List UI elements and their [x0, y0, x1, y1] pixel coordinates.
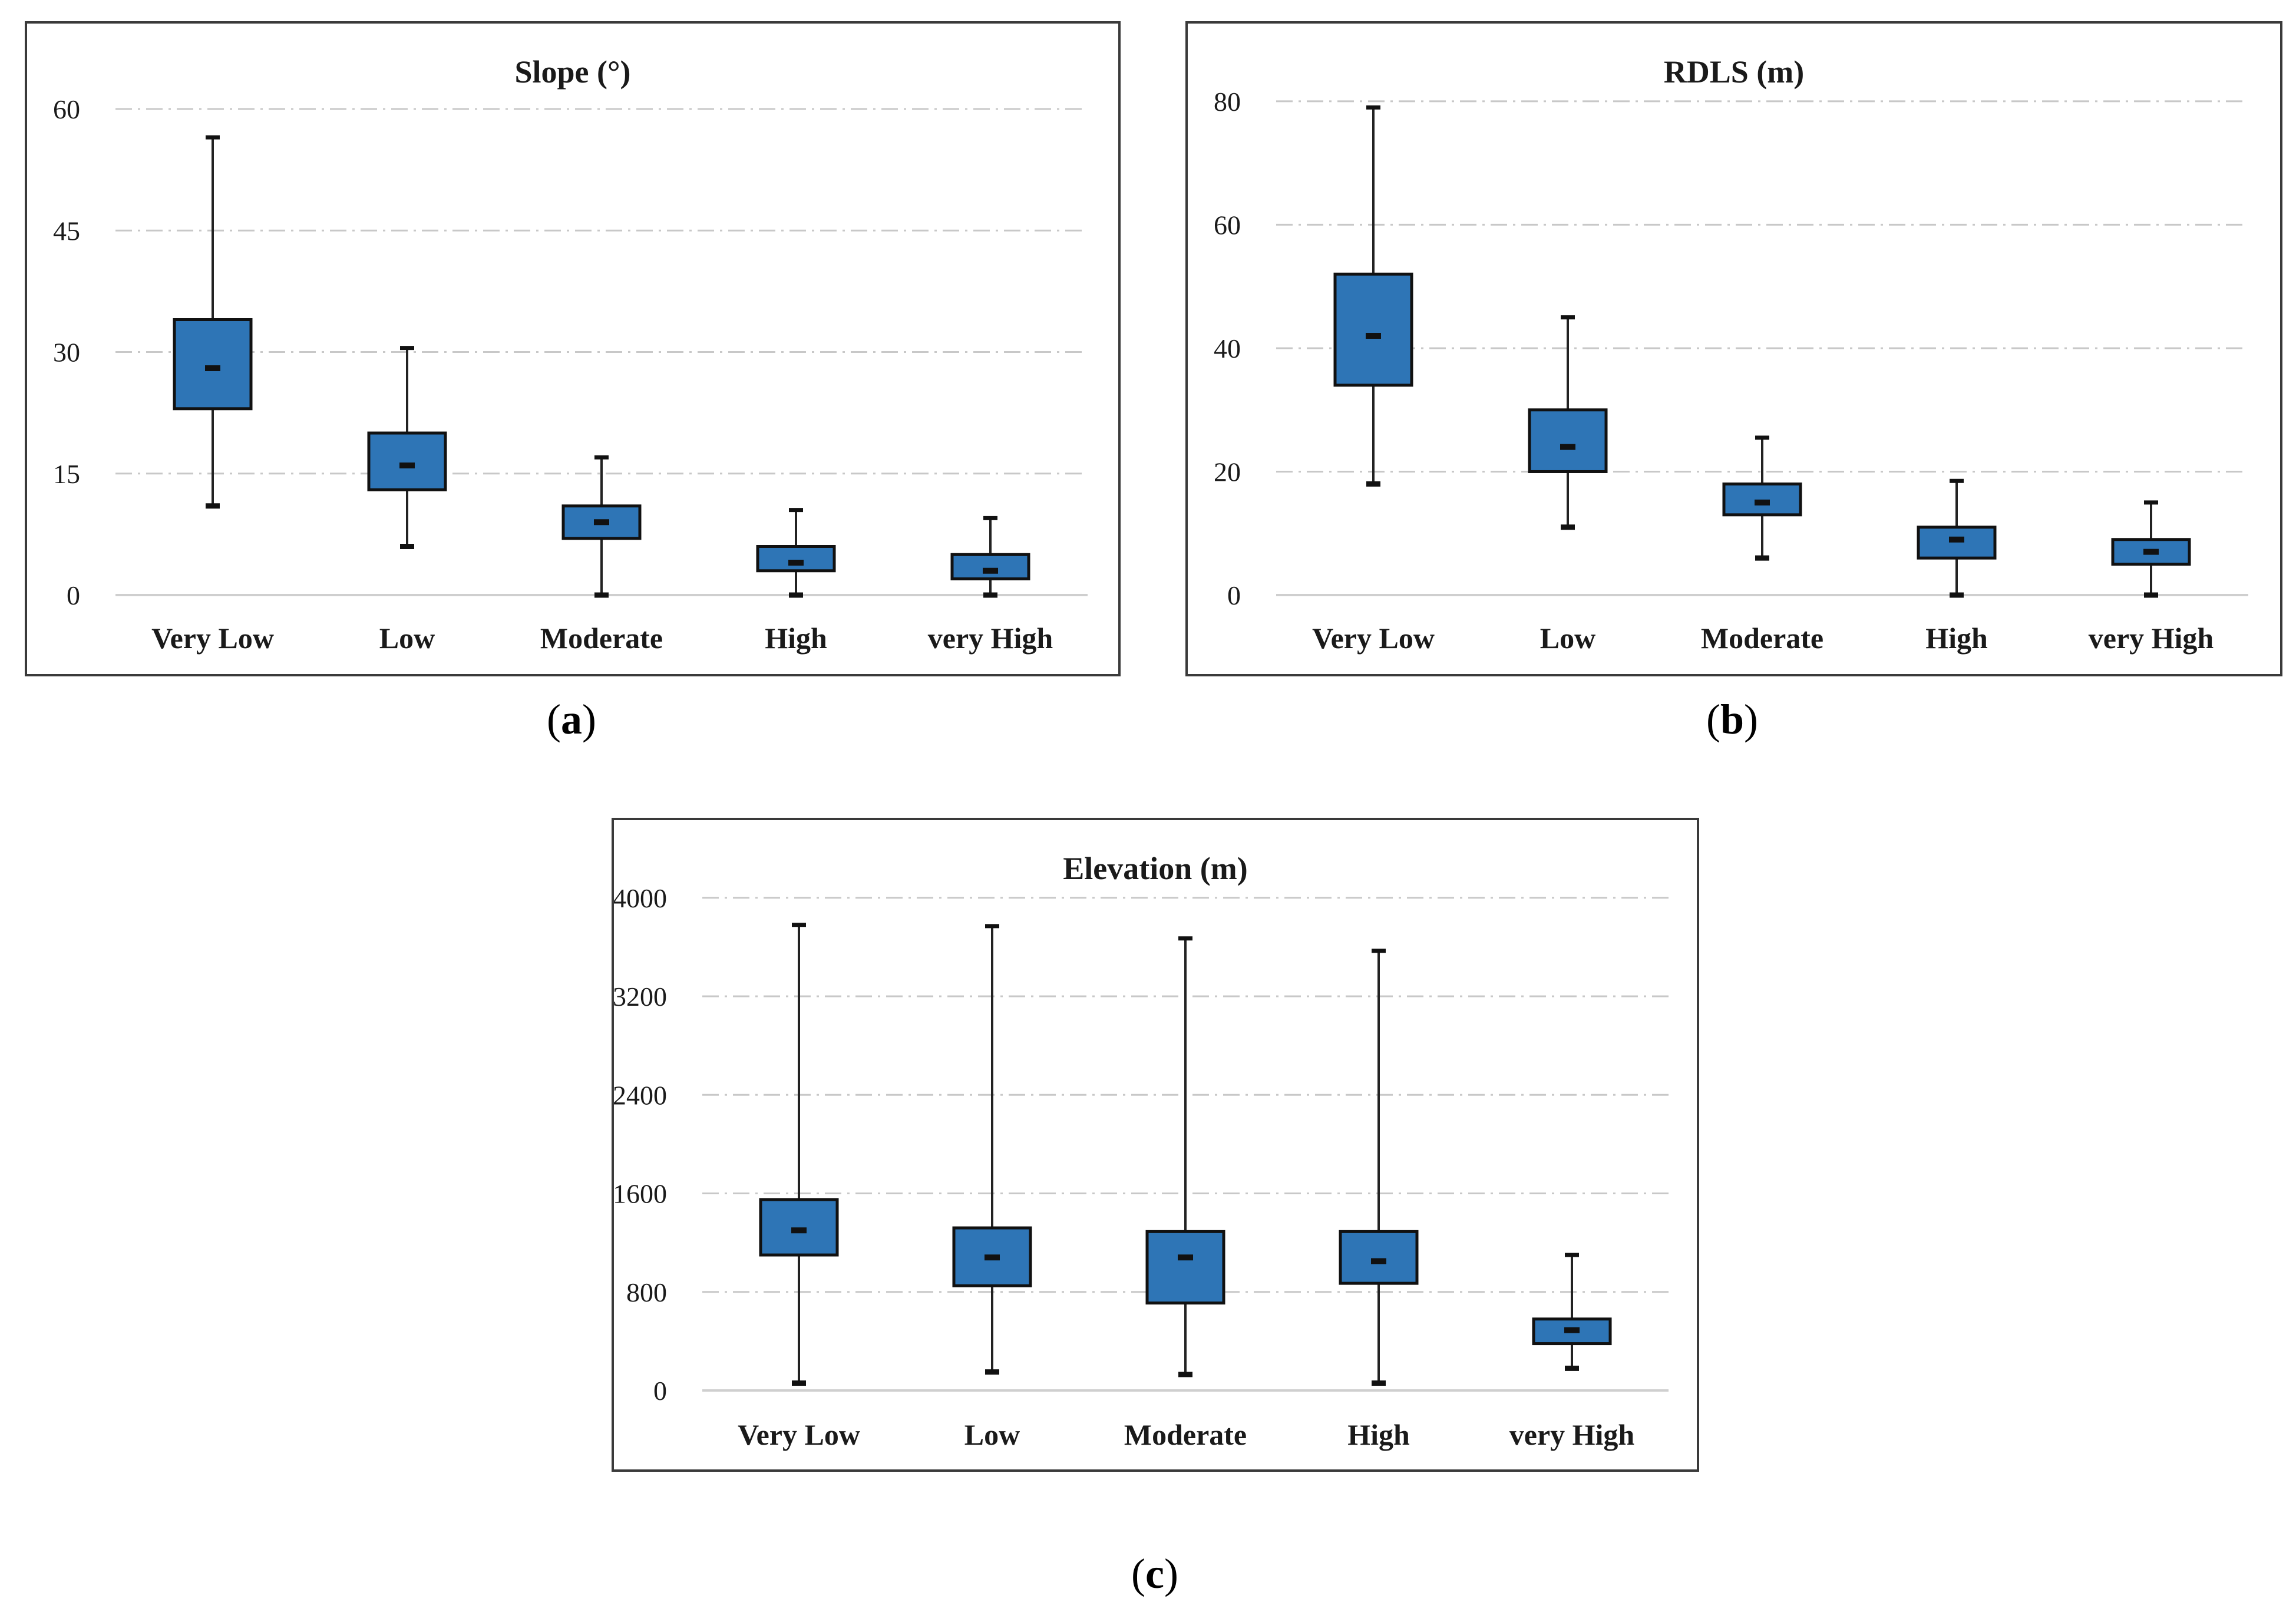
y-tick-label: 800: [626, 1277, 667, 1307]
x-category-label: very High: [1509, 1418, 1635, 1451]
x-category-label: Moderate: [1124, 1418, 1247, 1451]
iqr-box: [756, 545, 836, 573]
iqr-box: [950, 553, 1030, 580]
chart-panel-a: Slope (°) 0 15 30 45 60 Very Low Low Moderate Hig…: [25, 21, 1121, 676]
y-tick-label: 0: [1227, 580, 1241, 610]
iqr-box: [1339, 1230, 1419, 1285]
x-category-label: Moderate: [540, 622, 663, 655]
y-tick-label: 60: [1214, 210, 1241, 240]
chart-svg-c: Elevation (m) 0 800 1600 2400 3200 4000 Very Lo…: [614, 851, 1669, 1451]
iqr-box: [1333, 272, 1413, 387]
iqr-box: [367, 431, 447, 491]
box-5: [950, 516, 1030, 598]
chart-title: Slope (°): [514, 54, 630, 90]
y-tick-label: 0: [653, 1376, 667, 1406]
y-tick-label: 60: [53, 94, 80, 124]
box-1: [759, 923, 839, 1386]
box-2: [952, 924, 1032, 1375]
y-tick-label: 20: [1214, 457, 1241, 487]
x-category-label: very High: [928, 622, 1053, 655]
panel-label-b: (b): [1706, 696, 1758, 743]
iqr-box: [173, 318, 253, 411]
panel-label-a: (a): [547, 696, 596, 743]
box-2: [367, 346, 447, 549]
box-1: [173, 135, 253, 509]
y-tick-label: 1600: [614, 1179, 667, 1209]
box-5: [2111, 500, 2191, 598]
x-category-label: High: [1925, 622, 1988, 655]
iqr-box: [1528, 408, 1608, 473]
box-1: [1333, 105, 1413, 487]
panel-label-c: (c): [1131, 1550, 1178, 1597]
box-3: [1722, 435, 1802, 561]
x-category-label: Very Low: [151, 622, 274, 655]
box-4: [1339, 949, 1419, 1386]
y-tick-label: 2400: [614, 1080, 667, 1110]
y-tick-label: 30: [53, 338, 80, 368]
x-category-label: Low: [964, 1418, 1020, 1451]
y-tick-label: 4000: [614, 883, 667, 913]
chart-panel-c: Elevation (m) 0 800 1600 2400 3200 4000 Very Lo…: [612, 818, 1699, 1472]
chart-panel-b: RDLS (m) 0 20 40 60 80 Very Low Low Moderate High…: [1185, 21, 2282, 676]
box-2: [1528, 315, 1608, 530]
box-4: [756, 508, 836, 598]
x-category-label: very High: [2089, 622, 2214, 655]
chart-title: RDLS (m): [1664, 54, 1805, 90]
x-category-label: Low: [1540, 622, 1595, 655]
box-4: [1917, 478, 1997, 598]
box-3: [561, 455, 642, 598]
iqr-box: [1917, 526, 1997, 560]
y-tick-label: 40: [1214, 333, 1241, 364]
chart-svg-a: Slope (°) 0 15 30 45 60 Very Low Low Moderate Hig…: [53, 54, 1088, 655]
iqr-box: [1722, 482, 1802, 517]
x-category-label: Very Low: [1312, 622, 1435, 655]
chart-title: Elevation (m): [1063, 851, 1247, 886]
x-category-label: Moderate: [1701, 622, 1823, 655]
y-tick-label: 45: [53, 216, 80, 246]
y-tick-label: 15: [53, 459, 80, 489]
iqr-box: [561, 504, 642, 540]
y-tick-label: 0: [67, 580, 80, 610]
iqr-box: [1145, 1230, 1225, 1305]
x-category-label: High: [765, 622, 827, 655]
box-5: [1532, 1253, 1612, 1371]
y-tick-label: 80: [1214, 87, 1241, 117]
x-category-label: Low: [379, 622, 435, 655]
box-3: [1145, 936, 1225, 1378]
iqr-box: [759, 1198, 839, 1257]
x-category-label: High: [1347, 1418, 1410, 1451]
chart-svg-b: RDLS (m) 0 20 40 60 80 Very Low Low Moderate High…: [1214, 54, 2248, 655]
x-category-label: Very Low: [738, 1418, 860, 1451]
y-tick-label: 3200: [614, 982, 667, 1012]
